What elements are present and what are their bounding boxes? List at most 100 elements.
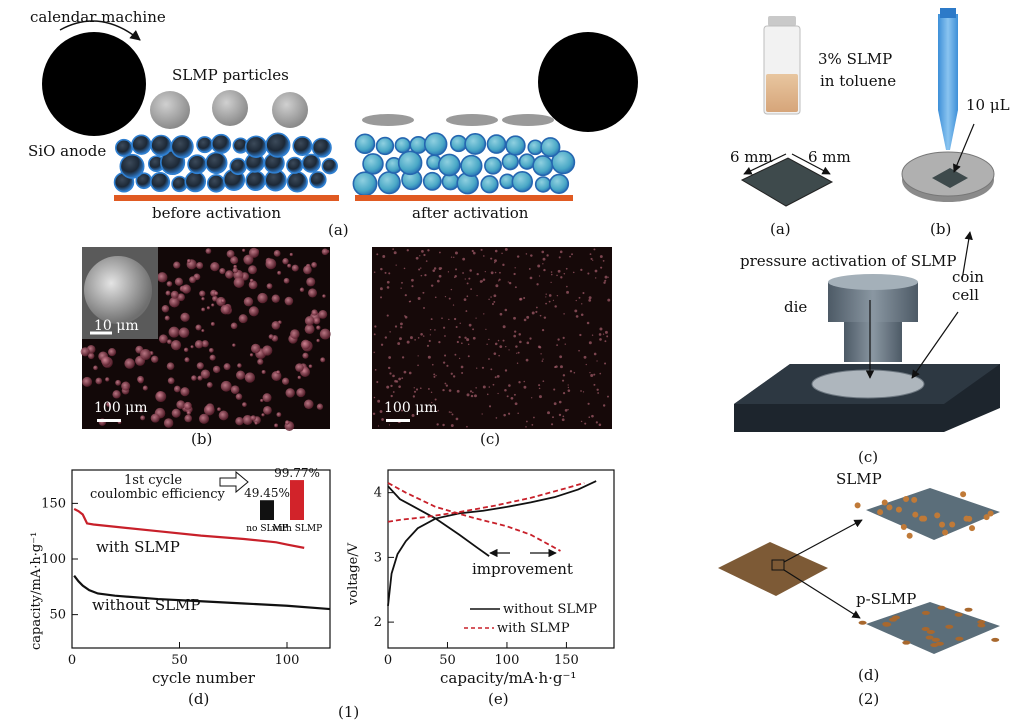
fine-dot [580,313,584,317]
calendar-roller-left [42,32,146,136]
anode-particle [362,153,384,175]
slmp-dot [189,276,197,284]
fine-dots-c [372,247,611,428]
vial-cap [768,16,796,26]
fine-dot [466,282,469,285]
anode-particle [206,174,226,193]
fine-dot [525,358,529,362]
fine-dot [427,249,430,252]
fine-dot [470,288,473,290]
fine-dot [435,374,437,377]
fine-dot [541,250,545,254]
slmp-dot [281,377,290,385]
fine-dot [373,351,375,354]
fine-dot [595,421,598,424]
fine-dot [430,318,433,320]
fine-dot [562,336,565,339]
fine-dot [386,314,389,317]
series-line [387,485,490,557]
fine-dot [430,284,434,287]
surface-dot [926,629,935,634]
fine-dot [578,296,581,299]
fine-dot [426,344,430,347]
fine-dot [434,398,437,401]
fine-dot [420,267,422,269]
fine-dot [598,423,602,427]
slmp-dot [287,263,292,268]
fine-dot [526,341,530,345]
fine-dot [497,392,499,395]
slmp-dot [124,358,135,369]
slmp-dot [150,413,160,423]
fine-dot [373,271,376,273]
fine-dot [425,260,428,262]
fine-dot [499,271,501,274]
chart-e-frame [387,469,615,649]
fine-dot [582,391,585,393]
slmp-dot [166,362,175,370]
sem-sphere [84,256,152,324]
fine-dot [442,423,445,427]
slmp-dot [283,277,290,284]
fine-dot [558,400,562,404]
slmp-dot [82,376,93,387]
fine-dot [495,284,499,288]
fine-dot [556,294,559,297]
inset-bar [260,500,274,520]
fine-dot [588,296,592,300]
fine-dot [395,380,399,383]
electrode-square [740,157,834,207]
slmp-dot [184,414,193,423]
part-label-2: (2) [858,690,879,708]
fine-dot [501,252,503,255]
fine-dot [553,402,557,406]
fine-dot [392,391,395,393]
fine-dot [377,425,380,427]
fine-dot [508,384,511,387]
x-tick-label: 0 [68,653,76,668]
fine-dot [494,261,496,264]
fine-dot [528,268,531,270]
fine-dot [552,299,555,301]
fine-dot [480,248,483,251]
fine-dot [429,334,431,336]
fine-dot [406,340,410,344]
scale-bar-c [386,419,410,422]
slmp-dot [308,288,318,298]
slmp-dot [195,324,202,331]
fine-dot [377,399,381,403]
slmp-dot [230,322,238,330]
fine-dot [541,360,544,362]
current-collector-after [355,195,573,201]
chart-e-series [387,480,597,607]
fine-dot [455,417,459,421]
fine-dot [604,340,607,343]
surface-dot [966,515,973,522]
fine-dot [572,271,575,274]
fine-dot [560,276,563,279]
fine-dot [469,390,473,393]
slmp-dot [219,267,226,275]
slmp-dot [300,339,311,350]
slmp-dot [235,416,244,426]
fine-dot [400,326,403,329]
slmp-dot [248,247,259,258]
fine-dot [556,344,559,347]
series-line [387,482,585,523]
slmp-dot [220,380,232,392]
fine-dot [380,343,384,346]
fine-dot [411,413,415,417]
fine-dot [388,356,392,359]
fine-dot [401,356,405,359]
slmp-dot [169,296,180,308]
anode-particle [229,157,247,176]
fine-dot [514,286,517,289]
fine-dot [404,315,406,317]
fine-dot [548,294,552,297]
part-label-1: (1) [338,703,359,720]
anode-particle [321,157,338,175]
fine-dot [523,297,526,300]
fine-dot [574,309,578,313]
drop-arrow [953,123,975,173]
slmp-dot [308,364,313,369]
